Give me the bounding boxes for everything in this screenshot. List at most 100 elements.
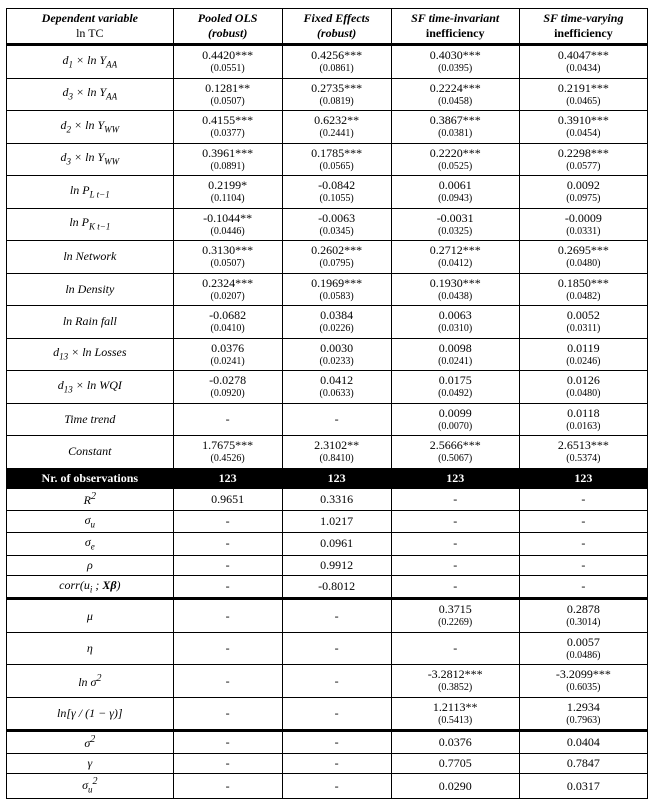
fe-val-1-3: -: [519, 510, 647, 533]
sf2-label-1: γ: [7, 754, 174, 774]
sf2-val-2-3: 0.0317: [519, 774, 647, 799]
coef-label-5: ln PK t−1: [7, 208, 174, 241]
fe-label-0: R2: [7, 488, 174, 510]
coef-cell-2-3: 0.3910***(0.0454): [519, 111, 647, 144]
table-row: ln PK t−1-0.1044**(0.0446)-0.0063(0.0345…: [7, 208, 648, 241]
coef-cell-4-1: -0.0842(0.1055): [282, 176, 391, 209]
table-row: σe-0.0961--: [7, 533, 648, 556]
sf2-val-2-1: -: [282, 774, 391, 799]
coef-cell-8-3: 0.0052(0.0311): [519, 306, 647, 339]
table-row: d2 × ln YWW0.4155***(0.0377)0.6232**(0.2…: [7, 111, 648, 144]
fe-val-1-1: 1.0217: [282, 510, 391, 533]
fe-val-2-3: -: [519, 533, 647, 556]
sf1-cell-2-2: -3.2812***(0.3852): [391, 665, 519, 698]
fe-val-3-0: -: [173, 555, 282, 575]
header-depvar-label: Dependent variable: [42, 11, 138, 25]
coef-cell-5-3: -0.0009(0.0331): [519, 208, 647, 241]
coef-cell-1-2: 0.2224***(0.0458): [391, 78, 519, 111]
coef-label-4: ln PL t−1: [7, 176, 174, 209]
fe-val-2-2: -: [391, 533, 519, 556]
table-row: ln Density0.2324***(0.0207)0.1969***(0.0…: [7, 273, 648, 306]
coef-cell-10-2: 0.0175(0.0492): [391, 371, 519, 404]
fe-val-3-3: -: [519, 555, 647, 575]
sf1-cell-0-0: -: [173, 599, 282, 633]
table-row: σu2--0.02900.0317: [7, 774, 648, 799]
coef-cell-3-1: 0.1785***(0.0565): [282, 143, 391, 176]
fe-label-4: corr(ui ; Xβ): [7, 575, 174, 599]
header-col-3: SF time-varying inefficiency: [519, 9, 647, 45]
coef-cell-9-0: 0.0376(0.0241): [173, 338, 282, 371]
coef-cell-4-0: 0.2199*(0.1104): [173, 176, 282, 209]
coef-label-7: ln Density: [7, 273, 174, 306]
table-row: Time trend--0.0099(0.0070)0.0118(0.0163): [7, 403, 648, 436]
table-body: d1 × ln YAA0.4420***(0.0551)0.4256***(0.…: [7, 45, 648, 799]
coef-label-2: d2 × ln YWW: [7, 111, 174, 144]
fe-val-4-1: -0.8012: [282, 575, 391, 599]
fe-val-4-2: -: [391, 575, 519, 599]
header-col-1: Fixed Effects (robust): [282, 9, 391, 45]
sf2-val-1-3: 0.7847: [519, 754, 647, 774]
fe-val-0-1: 0.3316: [282, 488, 391, 510]
coef-cell-6-2: 0.2712***(0.0412): [391, 241, 519, 274]
sf1-label-3: ln[γ / (1 − γ)]: [7, 697, 174, 731]
coef-cell-12-3: 2.6513***(0.5374): [519, 436, 647, 469]
coef-cell-6-1: 0.2602***(0.0795): [282, 241, 391, 274]
sf1-cell-1-1: -: [282, 632, 391, 665]
sf2-label-2: σu2: [7, 774, 174, 799]
coef-cell-5-2: -0.0031(0.0325): [391, 208, 519, 241]
coef-cell-9-2: 0.0098(0.0241): [391, 338, 519, 371]
coef-cell-8-1: 0.0384(0.0226): [282, 306, 391, 339]
table-row: σu-1.0217--: [7, 510, 648, 533]
sf2-val-2-0: -: [173, 774, 282, 799]
sf2-val-0-2: 0.0376: [391, 731, 519, 754]
nobs-label: Nr. of observations: [7, 468, 174, 488]
table-row: R20.96510.3316--: [7, 488, 648, 510]
sf1-cell-3-0: -: [173, 697, 282, 731]
sf1-cell-1-0: -: [173, 632, 282, 665]
sf2-label-0: σ2: [7, 731, 174, 754]
table-row: corr(ui ; Xβ)--0.8012--: [7, 575, 648, 599]
coef-cell-2-0: 0.4155***(0.0377): [173, 111, 282, 144]
regression-table: Dependent variable ln TC Pooled OLS (rob…: [6, 8, 648, 799]
header-col-2: SF time-invariant inefficiency: [391, 9, 519, 45]
coef-cell-0-2: 0.4030***(0.0395): [391, 45, 519, 79]
fe-label-3: ρ: [7, 555, 174, 575]
header-depvar: Dependent variable ln TC: [7, 9, 174, 45]
coef-label-1: d3 × ln YAA: [7, 78, 174, 111]
sf1-cell-3-1: -: [282, 697, 391, 731]
coef-cell-12-1: 2.3102**(0.8410): [282, 436, 391, 469]
table-row: d3 × ln YWW0.3961***(0.0891)0.1785***(0.…: [7, 143, 648, 176]
fe-val-4-3: -: [519, 575, 647, 599]
coef-cell-11-1: -: [282, 403, 391, 436]
coef-cell-11-2: 0.0099(0.0070): [391, 403, 519, 436]
coef-cell-0-0: 0.4420***(0.0551): [173, 45, 282, 79]
coef-cell-9-3: 0.0119(0.0246): [519, 338, 647, 371]
table-row: d1 × ln YAA0.4420***(0.0551)0.4256***(0.…: [7, 45, 648, 79]
sf1-cell-2-1: -: [282, 665, 391, 698]
nobs-val-3: 123: [519, 468, 647, 488]
table-row: Constant1.7675***(0.4526)2.3102**(0.8410…: [7, 436, 648, 469]
coef-label-12: Constant: [7, 436, 174, 469]
coef-label-9: d13 × ln Losses: [7, 338, 174, 371]
coef-label-10: d13 × ln WQI: [7, 371, 174, 404]
fe-val-3-2: -: [391, 555, 519, 575]
table-row: ρ-0.9912--: [7, 555, 648, 575]
coef-cell-11-3: 0.0118(0.0163): [519, 403, 647, 436]
table-row: μ--0.3715(0.2269)0.2878(0.3014): [7, 599, 648, 633]
nobs-val-0: 123: [173, 468, 282, 488]
coef-cell-1-0: 0.1281**(0.0507): [173, 78, 282, 111]
table-row: σ2--0.03760.0404: [7, 731, 648, 754]
fe-label-1: σu: [7, 510, 174, 533]
sf1-cell-2-3: -3.2099***(0.6035): [519, 665, 647, 698]
table-row: ln[γ / (1 − γ)]--1.2113**(0.5413)1.2934(…: [7, 697, 648, 731]
coef-label-0: d1 × ln YAA: [7, 45, 174, 79]
table-row: d13 × ln WQI-0.0278(0.0920)0.0412(0.0633…: [7, 371, 648, 404]
sf2-val-1-1: -: [282, 754, 391, 774]
nobs-row: Nr. of observations123123123123: [7, 468, 648, 488]
sf2-val-1-0: -: [173, 754, 282, 774]
fe-val-1-0: -: [173, 510, 282, 533]
sf1-cell-1-2: -: [391, 632, 519, 665]
coef-cell-10-3: 0.0126(0.0480): [519, 371, 647, 404]
nobs-val-1: 123: [282, 468, 391, 488]
coef-cell-6-3: 0.2695***(0.0480): [519, 241, 647, 274]
